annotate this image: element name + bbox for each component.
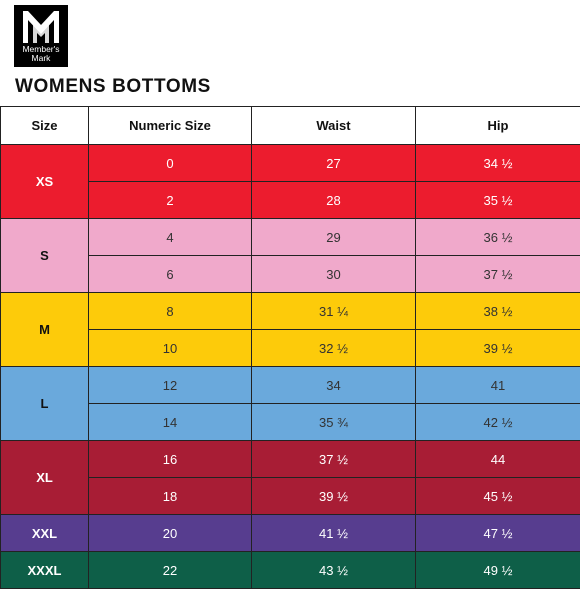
size-label: L bbox=[1, 367, 89, 441]
hip-cell: 45 ½ bbox=[416, 478, 580, 515]
header-numeric-size: Numeric Size bbox=[89, 107, 252, 145]
waist-cell: 31 ¼ bbox=[252, 293, 416, 330]
hip-cell: 42 ½ bbox=[416, 404, 580, 441]
numeric-size-cell: 10 bbox=[89, 330, 252, 367]
waist-cell: 35 ¾ bbox=[252, 404, 416, 441]
hip-cell: 38 ½ bbox=[416, 293, 580, 330]
hip-cell: 35 ½ bbox=[416, 182, 580, 219]
numeric-size-cell: 12 bbox=[89, 367, 252, 404]
page-title: WOMENS BOTTOMS bbox=[15, 76, 211, 98]
numeric-size-cell: 18 bbox=[89, 478, 252, 515]
numeric-size-cell: 16 bbox=[89, 441, 252, 478]
members-mark-logo: Member's Mark bbox=[14, 5, 68, 67]
header-waist: Waist bbox=[252, 107, 416, 145]
header-size: Size bbox=[1, 107, 89, 145]
numeric-size-cell: 4 bbox=[89, 219, 252, 256]
logo-text-line2: Mark bbox=[14, 54, 68, 63]
waist-cell: 30 bbox=[252, 256, 416, 293]
size-label: XXL bbox=[1, 515, 89, 552]
m-monogram-icon bbox=[23, 11, 59, 43]
size-label: M bbox=[1, 293, 89, 367]
waist-cell: 32 ½ bbox=[252, 330, 416, 367]
hip-cell: 36 ½ bbox=[416, 219, 580, 256]
waist-cell: 34 bbox=[252, 367, 416, 404]
waist-cell: 29 bbox=[252, 219, 416, 256]
numeric-size-cell: 0 bbox=[89, 145, 252, 182]
size-label: XXXL bbox=[1, 552, 89, 589]
hip-cell: 39 ½ bbox=[416, 330, 580, 367]
size-label: XL bbox=[1, 441, 89, 515]
hip-cell: 34 ½ bbox=[416, 145, 580, 182]
numeric-size-cell: 2 bbox=[89, 182, 252, 219]
numeric-size-cell: 22 bbox=[89, 552, 252, 589]
waist-cell: 43 ½ bbox=[252, 552, 416, 589]
waist-cell: 41 ½ bbox=[252, 515, 416, 552]
hip-cell: 44 bbox=[416, 441, 580, 478]
size-label: S bbox=[1, 219, 89, 293]
waist-cell: 39 ½ bbox=[252, 478, 416, 515]
hip-cell: 41 bbox=[416, 367, 580, 404]
header-row: Size Numeric Size Waist Hip bbox=[1, 107, 580, 145]
size-label: XS bbox=[1, 145, 89, 219]
numeric-size-cell: 6 bbox=[89, 256, 252, 293]
hip-cell: 47 ½ bbox=[416, 515, 580, 552]
hip-cell: 49 ½ bbox=[416, 552, 580, 589]
waist-cell: 28 bbox=[252, 182, 416, 219]
hip-cell: 37 ½ bbox=[416, 256, 580, 293]
numeric-size-cell: 8 bbox=[89, 293, 252, 330]
waist-cell: 27 bbox=[252, 145, 416, 182]
waist-cell: 37 ½ bbox=[252, 441, 416, 478]
header-hip: Hip bbox=[416, 107, 580, 145]
numeric-size-cell: 14 bbox=[89, 404, 252, 441]
numeric-size-cell: 20 bbox=[89, 515, 252, 552]
